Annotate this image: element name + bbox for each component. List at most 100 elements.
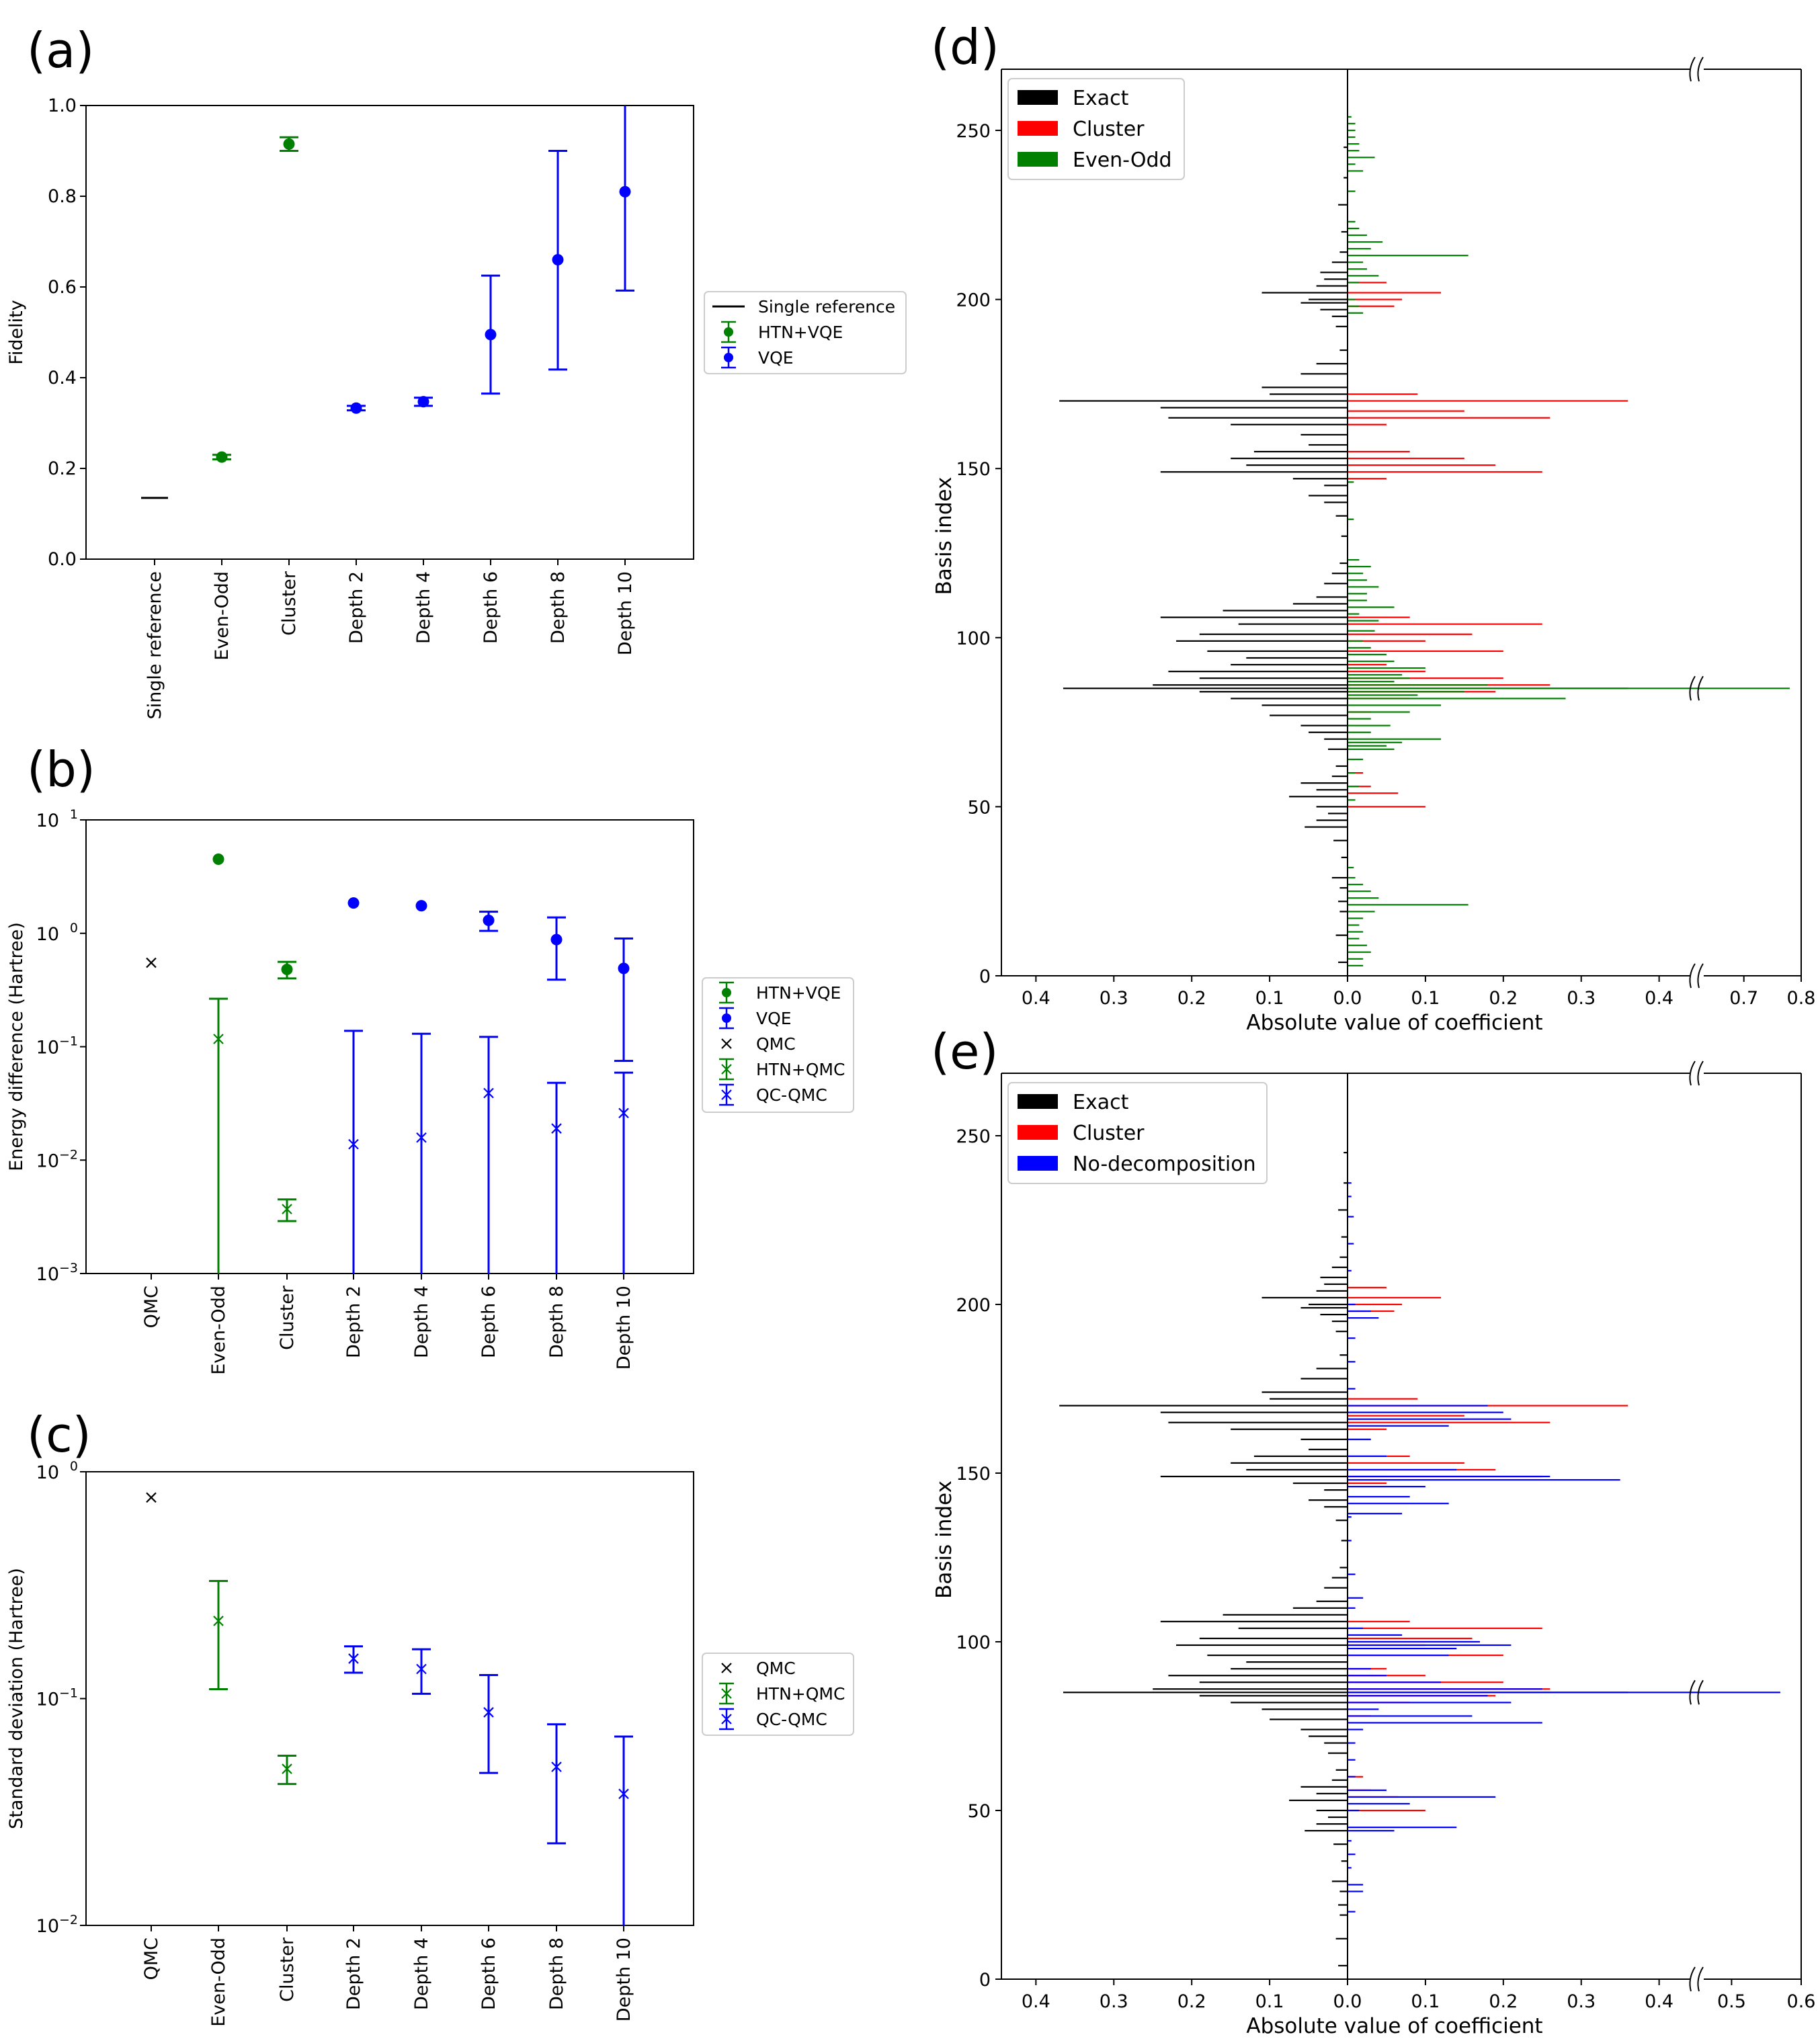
bar [1348,1681,1442,1683]
bar [1348,518,1354,520]
bar [1309,1448,1348,1450]
bar [1348,1438,1371,1440]
legend-item: Exact [1018,87,1129,110]
bar [1348,958,1364,960]
legend-swatch [1018,121,1058,136]
plot-frame [85,819,694,1274]
panel-label: (c) [27,1407,91,1463]
x-tick-label: 0.8 [1787,988,1816,1009]
legend-item: VQE [721,346,794,369]
bar [1338,961,1348,963]
bar [1348,312,1364,314]
bar [1309,731,1348,733]
panel-d: (d) 0 50 100 150 200 250 Basis index 0.4 0.3 0.2 0.… [931,19,1815,1035]
bar [1348,593,1367,595]
bar [1231,663,1348,666]
bar [1331,1779,1348,1781]
data-point [282,1204,292,1214]
bar [1316,1809,1348,1812]
bar [1324,485,1348,487]
legend-label: QC-QMC [756,1085,827,1105]
axis-break-mark [1697,56,1704,82]
bar [1348,1668,1371,1670]
bar [1348,897,1379,899]
bar [1238,623,1348,625]
x-tick-label: Depth 2 [343,1286,364,1358]
legend-frame [704,291,907,374]
bar [1320,1313,1348,1316]
x-tick-label: 0.2 [1489,988,1518,1009]
legend-label: Even-Odd [1073,149,1172,172]
bar [1300,433,1348,435]
bar [1339,887,1348,889]
bar [1348,1418,1512,1420]
bar [1348,1462,1464,1464]
x-tick-label: QMC [141,1937,162,1980]
bar [1348,786,1360,788]
y-tick-label-exponent: −2 [59,1913,78,1927]
bar [1348,1742,1356,1744]
bar [1348,951,1371,953]
bar [1348,711,1410,713]
x-tick-label: 0.4 [1645,1991,1673,2012]
y-tick-label: 150 [956,1464,991,1485]
y-tick-label: 50 [968,1801,991,1822]
bar [1292,478,1348,480]
bar [1348,599,1367,601]
x-tick-label: 0.0 [1333,1991,1362,2012]
bar [1270,714,1348,716]
data-point [416,1663,427,1675]
legend-item: VQE [719,1007,792,1030]
legend-frame [702,977,854,1113]
bar [1348,674,1403,676]
bar [1348,1722,1542,1724]
x-tick-label: Depth 4 [411,1286,432,1358]
legend-label: Exact [1073,1091,1129,1114]
bar [1246,1468,1348,1471]
bar [1270,1718,1348,1720]
bar [1341,1540,1348,1542]
bar [1168,1421,1348,1423]
bar [1348,1853,1356,1856]
bar [1309,1735,1348,1737]
bar [1168,671,1348,673]
bar [1348,1776,1356,1778]
bar [1348,748,1395,750]
bar [1348,170,1364,172]
bar [1348,1802,1410,1805]
bar [1348,586,1379,588]
axis-break-mark [1697,675,1704,701]
y-tick-label: 0 [979,966,991,987]
bar [1261,1391,1348,1393]
bar [1348,1597,1364,1599]
data-point [282,1763,292,1774]
bar [1246,1661,1348,1663]
x-tick-label: 0.3 [1567,1991,1596,2012]
legend-item: HTN+QMC [719,1058,845,1081]
bar [1348,917,1364,919]
bar [1176,640,1348,642]
series-even-odd [1348,116,1790,967]
bar [1320,1276,1348,1278]
bar [1339,1567,1348,1569]
bar [1348,1496,1410,1498]
bar [1343,177,1348,179]
bar [1348,931,1364,933]
y-tick-label: 200 [956,1295,991,1316]
bar [1328,748,1348,750]
bar [1063,687,1348,690]
legend-swatch [1018,1094,1058,1109]
y-tick-label: 50 [968,797,991,818]
bar [1338,1209,1348,1211]
legend: QMC HTN+QMC QC-QMC [702,1653,854,1736]
bar [1348,1573,1356,1575]
bar [1331,261,1348,263]
legend-label: Exact [1073,87,1129,110]
legend-item: Even-Odd [1018,149,1172,172]
x-tick-label: 0.2 [1177,1991,1206,2012]
bar [1348,1415,1464,1417]
series-cluster [1348,1286,1628,1812]
bar [1348,1702,1512,1704]
bar [1348,116,1352,118]
